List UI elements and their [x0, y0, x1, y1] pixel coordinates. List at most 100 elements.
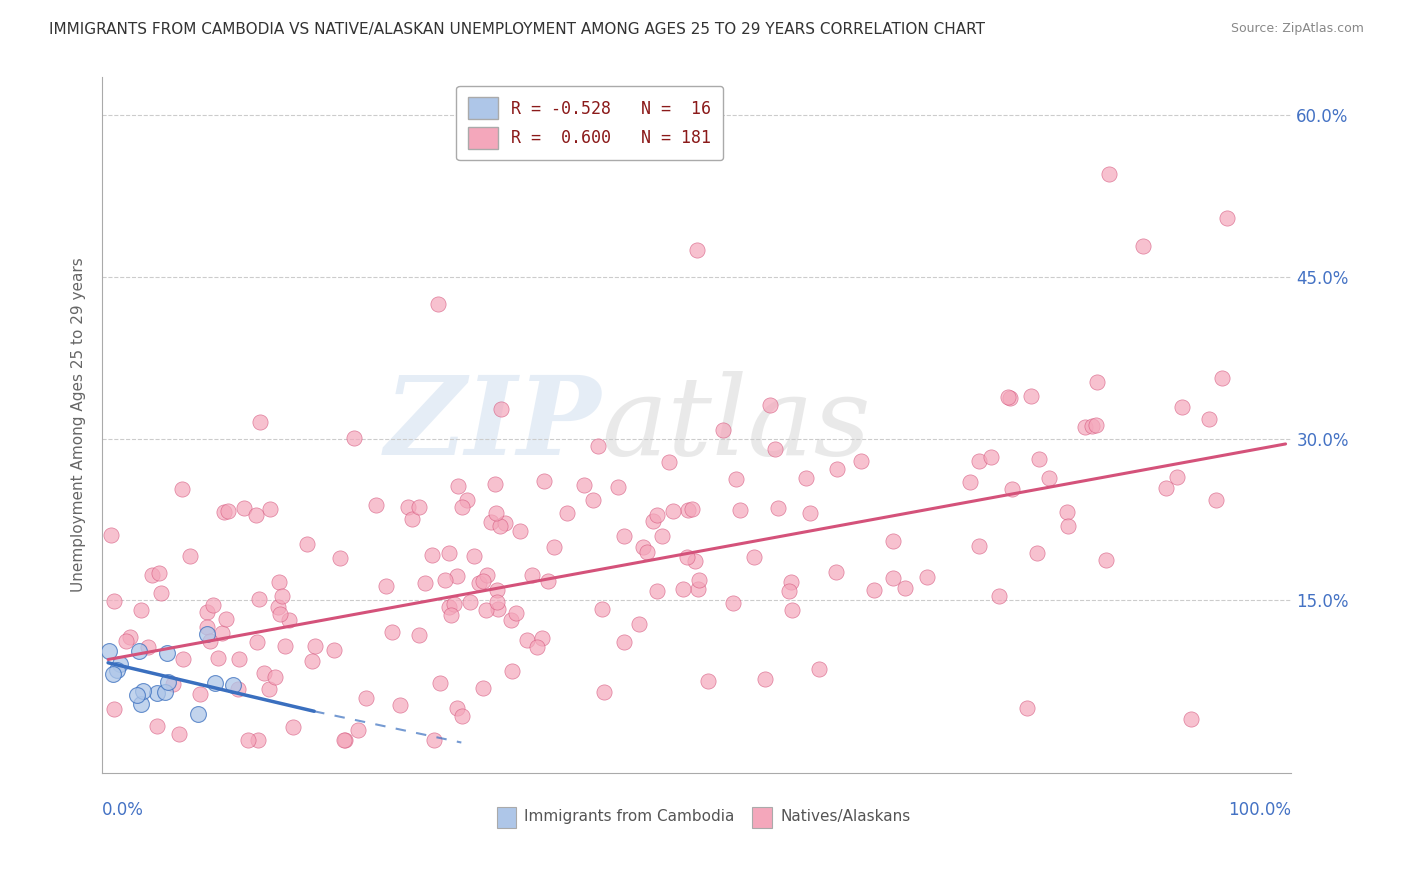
Point [269, 574, 291, 589]
Point [486, 601, 509, 615]
Point [592, 684, 614, 698]
Text: Source: ZipAtlas.com: Source: ZipAtlas.com [1230, 22, 1364, 36]
Text: atlas: atlas [602, 371, 872, 479]
Point [211, 625, 233, 640]
Point [582, 493, 605, 508]
Point [245, 508, 267, 522]
Point [202, 598, 225, 612]
Point [456, 493, 478, 508]
Point [1074, 419, 1097, 434]
Point [301, 654, 323, 668]
Point [1019, 389, 1042, 403]
Point [686, 582, 709, 596]
Point [1094, 552, 1116, 566]
Point [105, 663, 128, 677]
Point [485, 506, 508, 520]
Point [1166, 469, 1188, 483]
Point [681, 502, 703, 516]
Point [1081, 419, 1104, 434]
Point [686, 243, 709, 257]
Point [450, 500, 472, 514]
Point [277, 613, 299, 627]
Point [688, 573, 710, 587]
Point [607, 480, 630, 494]
Point [808, 662, 831, 676]
Text: ZIP: ZIP [385, 371, 602, 479]
Point [780, 603, 803, 617]
Point [146, 686, 169, 700]
Point [212, 504, 235, 518]
Point [505, 607, 527, 621]
Point [633, 541, 655, 555]
Point [408, 500, 430, 515]
Point [156, 675, 179, 690]
Point [501, 665, 523, 679]
Point [676, 502, 699, 516]
Point [131, 697, 153, 711]
Point [114, 633, 136, 648]
Point [475, 603, 498, 617]
Point [969, 454, 991, 468]
Point [198, 634, 221, 648]
Point [1001, 482, 1024, 496]
Point [401, 512, 423, 526]
Point [440, 607, 463, 622]
Point [799, 506, 821, 520]
Point [721, 596, 744, 610]
Point [893, 581, 915, 595]
Point [172, 651, 194, 665]
Point [433, 574, 456, 588]
Point [408, 628, 430, 642]
Point [724, 472, 747, 486]
Point [136, 640, 159, 654]
Text: 0.0%: 0.0% [103, 800, 143, 819]
Point [343, 431, 366, 445]
Point [997, 390, 1019, 404]
Point [195, 627, 218, 641]
Point [471, 574, 494, 588]
Point [156, 646, 179, 660]
Point [651, 528, 673, 542]
Point [323, 643, 346, 657]
Point [494, 516, 516, 530]
Point [195, 620, 218, 634]
Point [572, 478, 595, 492]
Point [429, 676, 451, 690]
Point [375, 579, 398, 593]
Point [451, 708, 474, 723]
Point [509, 524, 531, 539]
Point [443, 597, 465, 611]
Point [491, 401, 513, 416]
Point [204, 676, 226, 690]
Point [489, 519, 512, 533]
Point [103, 702, 125, 716]
Point [132, 684, 155, 698]
Point [228, 652, 250, 666]
Point [283, 720, 305, 734]
Text: IMMIGRANTS FROM CAMBODIA VS NATIVE/ALASKAN UNEMPLOYMENT AMONG AGES 25 TO 29 YEAR: IMMIGRANTS FROM CAMBODIA VS NATIVE/ALASK… [49, 22, 986, 37]
Point [100, 528, 122, 542]
Point [108, 657, 131, 671]
Point [643, 514, 665, 528]
Point [233, 500, 256, 515]
Point [516, 633, 538, 648]
Point [980, 450, 1002, 465]
Point [730, 503, 752, 517]
Point [381, 624, 404, 639]
Point [446, 701, 468, 715]
Point [195, 605, 218, 619]
Point [475, 567, 498, 582]
Point [238, 733, 260, 747]
Point [148, 566, 170, 581]
Point [849, 453, 872, 467]
Point [295, 537, 318, 551]
Point [1085, 417, 1108, 432]
Point [501, 614, 523, 628]
Point [207, 651, 229, 665]
Point [172, 482, 194, 496]
Point [215, 612, 238, 626]
Point [97, 644, 120, 658]
Text: Natives/Alaskans: Natives/Alaskans [780, 809, 910, 824]
Legend: R = -0.528   N =  16, R =  0.600   N = 181: R = -0.528 N = 16, R = 0.600 N = 181 [457, 86, 723, 161]
Point [1211, 371, 1233, 385]
